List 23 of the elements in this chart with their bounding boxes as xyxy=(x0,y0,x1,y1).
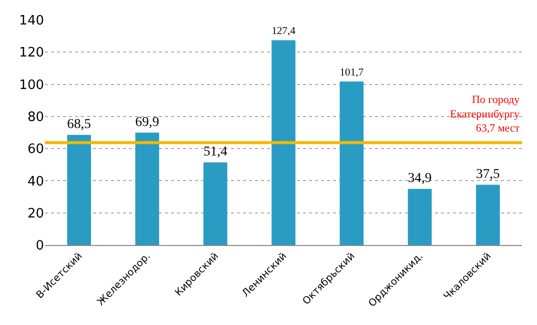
ref-line-label: По городу Екатеринбургу 63,7 мест xyxy=(450,94,520,135)
bar xyxy=(476,184,500,245)
data-label: 127,4 xyxy=(272,26,296,38)
y-tick-label: 60 xyxy=(27,142,44,158)
y-tick-label: 80 xyxy=(27,110,44,125)
data-label: 69,9 xyxy=(135,114,160,129)
bar xyxy=(203,162,228,245)
data-label: 34,9 xyxy=(408,170,432,186)
y-tick-label: 20 xyxy=(27,206,44,222)
bar xyxy=(408,188,432,245)
data-label: 37,5 xyxy=(476,166,500,181)
y-tick-label: 120 xyxy=(19,46,44,61)
bar xyxy=(340,82,364,245)
y-tick-label: 40 xyxy=(27,174,44,190)
bar xyxy=(135,132,160,245)
y-tick-label: 0 xyxy=(36,238,44,254)
y-tick-label: 100 xyxy=(19,78,44,93)
y-tick-label: 140 xyxy=(19,14,44,29)
data-label: 68,5 xyxy=(67,116,92,132)
bar xyxy=(67,134,91,245)
data-label: 51,4 xyxy=(203,143,228,158)
data-label: 101,7 xyxy=(340,68,364,79)
bar xyxy=(272,40,296,245)
